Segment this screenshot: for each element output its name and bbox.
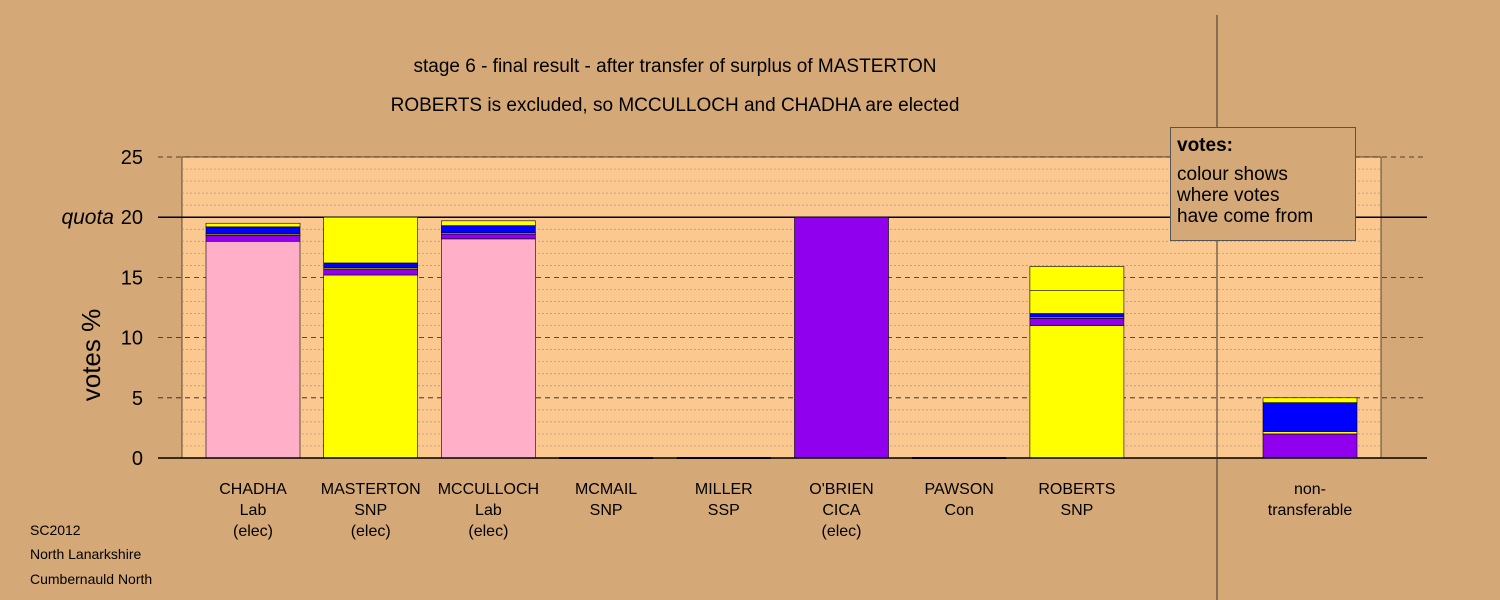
x-category-label: MILLER	[695, 481, 753, 498]
x-category-label: PAWSON	[925, 481, 994, 498]
bar-segment	[441, 238, 536, 459]
bar-segment	[1029, 290, 1125, 314]
footer-council: North Lanarkshire	[30, 546, 142, 562]
x-category-label: Lab	[240, 502, 267, 519]
nontransferable-label: non-	[1294, 481, 1326, 498]
bar-segment	[441, 220, 536, 226]
bars	[205, 216, 1358, 459]
bar-segment	[441, 233, 536, 240]
nontransferable-bar-segment	[1262, 431, 1358, 435]
nontransferable-bar-segment	[1262, 402, 1358, 432]
bar-segment	[323, 268, 419, 276]
y-axis-label: votes %	[76, 309, 106, 402]
x-category-label: SSP	[708, 502, 740, 519]
x-category-label: SNP	[1060, 502, 1093, 519]
bar-segment	[205, 222, 301, 228]
x-category-label: O'BRIEN	[809, 481, 873, 498]
legend-line: have come from	[1177, 206, 1314, 227]
x-category-label: MCMAIL	[575, 481, 637, 498]
x-category-label: SNP	[354, 502, 387, 519]
nontransferable-label: transferable	[1268, 502, 1353, 519]
bar-segment	[323, 274, 419, 459]
nontransferable-bar-segment	[1262, 397, 1358, 403]
x-category-label: Con	[945, 502, 974, 519]
x-category-label: SNP	[590, 502, 623, 519]
bar-segment	[1029, 325, 1125, 459]
footer-ward: Cumbernauld North	[30, 571, 153, 587]
y-tick-label: 20	[121, 207, 143, 229]
y-tick-label: 25	[121, 147, 143, 169]
x-category-label: CICA	[822, 502, 861, 519]
legend-line: where votes	[1177, 185, 1280, 206]
bar-segment	[794, 216, 889, 459]
y-tick-label: 15	[121, 267, 143, 289]
x-category-label: MCCULLOCH	[438, 481, 539, 498]
axes: 0 5 10 15 20 25	[121, 15, 1427, 600]
bar-segment	[441, 225, 536, 234]
y-tick-label: 5	[132, 388, 143, 410]
bar-segment	[323, 262, 419, 269]
chart-subtitle: ROBERTS is excluded, so MCCULLOCH and CH…	[391, 95, 960, 116]
bar-segment	[323, 216, 419, 264]
bar-segment	[205, 234, 301, 242]
quota-label: quota	[61, 206, 114, 229]
legend: votes: colour shows where votes have com…	[1170, 127, 1356, 241]
x-category-label: (elec)	[468, 523, 508, 540]
bar-segment	[205, 226, 301, 235]
chart-title: stage 6 - final result - after transfer …	[413, 56, 936, 77]
x-category-label: MASTERTON	[321, 481, 421, 498]
nontransferable-bar-segment	[1262, 433, 1358, 459]
y-tick-label: 10	[121, 328, 143, 350]
legend-line: colour shows	[1177, 164, 1288, 185]
x-category-label: CHADHA	[219, 481, 287, 498]
x-category-label: ROBERTS	[1038, 481, 1115, 498]
footer-election: SC2012	[30, 522, 81, 538]
bar-segment	[1029, 318, 1125, 326]
legend-title: votes:	[1177, 135, 1233, 156]
bar-segment	[205, 240, 301, 459]
x-category-label: Lab	[475, 502, 502, 519]
bar-segment	[1029, 313, 1125, 318]
x-category-label: (elec)	[821, 523, 861, 540]
x-category-label: (elec)	[233, 523, 273, 540]
x-category-label: (elec)	[351, 523, 391, 540]
x-axis-labels: CHADHA Lab (elec) MASTERTON SNP (elec) MCCULLO…	[219, 481, 1352, 540]
bar-segment	[1029, 266, 1125, 291]
y-tick-label: 0	[132, 448, 143, 470]
